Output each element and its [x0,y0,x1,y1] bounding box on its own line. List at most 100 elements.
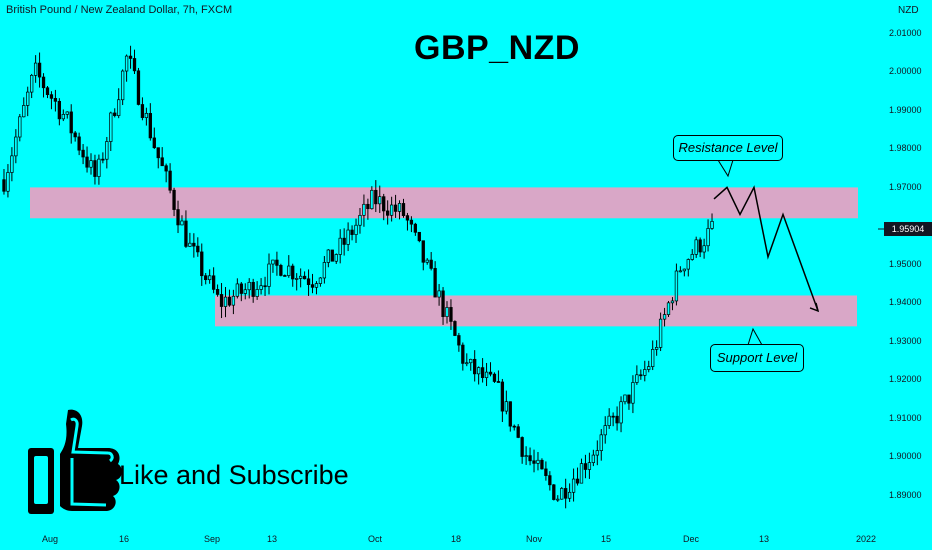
candle-body [492,373,497,382]
candle-body [152,137,156,149]
candle-body [599,434,603,451]
candle-body [259,285,263,290]
candle-body [310,284,315,288]
candle-body [575,478,580,484]
candle-body [69,111,73,134]
candle-body [239,283,243,294]
candle-body [322,262,327,279]
candle-body [401,203,406,216]
candle-body [223,296,228,307]
candle-body [132,58,137,72]
candle-body [571,478,576,493]
candle-body [405,215,410,221]
candle-body [101,158,105,161]
candle-body [500,381,505,412]
candle-body [643,369,647,376]
thumbs-up-icon [28,409,122,514]
y-tick-label: 1.98000 [889,143,922,153]
support-annotation: Support Level [710,344,804,372]
candle-body [243,289,247,294]
candle-body [211,275,216,290]
support-zone [215,295,857,327]
candle-body [469,358,473,364]
candle-body [666,302,671,315]
y-tick-label: 1.91000 [889,413,922,423]
candle-body [65,111,69,115]
x-tick-label: 13 [758,534,770,544]
candle-body [449,307,453,322]
candle-body [302,275,307,280]
candle-body [560,488,564,500]
candle-body [413,223,418,233]
candle-body [710,221,714,229]
candle-body [188,242,192,247]
candle-body [215,289,220,295]
candle-body [658,318,663,348]
candle-body [433,268,437,298]
candle-body [275,259,279,266]
candle-body [397,203,402,212]
candle-body [251,281,255,297]
projection-path [713,185,819,312]
y-tick-label: 1.89000 [889,490,922,500]
candle-body [176,209,180,226]
candle-body [6,172,10,192]
candle-body [579,463,584,484]
x-tick-label: Oct [367,534,383,544]
x-tick-label: 15 [600,534,612,544]
symbol-info: British Pound / New Zealand Dollar, 7h, … [6,4,233,16]
candle-body [208,275,212,281]
candle-body [18,116,22,138]
candle-body [53,98,58,102]
y-tick-label: 1.92000 [889,374,922,384]
resistance-zone [30,187,858,219]
candle-body [386,210,390,216]
candle-body [45,87,50,95]
candle-body [172,189,176,210]
candle-body [180,220,184,226]
candle-body [540,459,544,470]
last-price-label: 1.95904 [884,222,932,236]
candle-body [374,189,378,205]
projection-arrowhead [809,302,820,313]
candle-body [480,367,485,378]
candle-body [651,349,655,367]
candle-body [271,259,275,265]
candle-body [342,237,346,245]
candle-body [619,401,623,424]
callout-layer [717,159,884,346]
candle-body [512,425,516,428]
x-tick-label: Dec [682,534,700,544]
candle-body [10,155,14,173]
candle-body [267,263,271,287]
x-tick-label: 2022 [855,534,877,544]
x-tick-label: 16 [118,534,130,544]
candle-body [196,245,200,253]
projection-layer [713,185,820,313]
candle-body [287,265,291,276]
candle-body [461,344,465,364]
candle-body [295,278,299,280]
candle-body [465,362,469,365]
candle-body [484,371,489,378]
candle-body [607,415,611,426]
candle-body [378,196,382,205]
candle-body [105,141,109,160]
candle-body [346,229,350,245]
candle-body [85,156,89,168]
candle-body [441,290,445,317]
candle-body [520,437,524,457]
candle-body [231,295,236,306]
candle-body [615,415,619,424]
candle-body [690,254,694,260]
candle-body [516,426,520,438]
candle-body [219,294,224,307]
candle-body [263,285,267,288]
candle-body [160,157,164,167]
candle-body [611,415,615,418]
candle-body [702,245,706,253]
candle-body [41,76,46,89]
candle-body [283,275,287,277]
candle-body [382,196,386,212]
